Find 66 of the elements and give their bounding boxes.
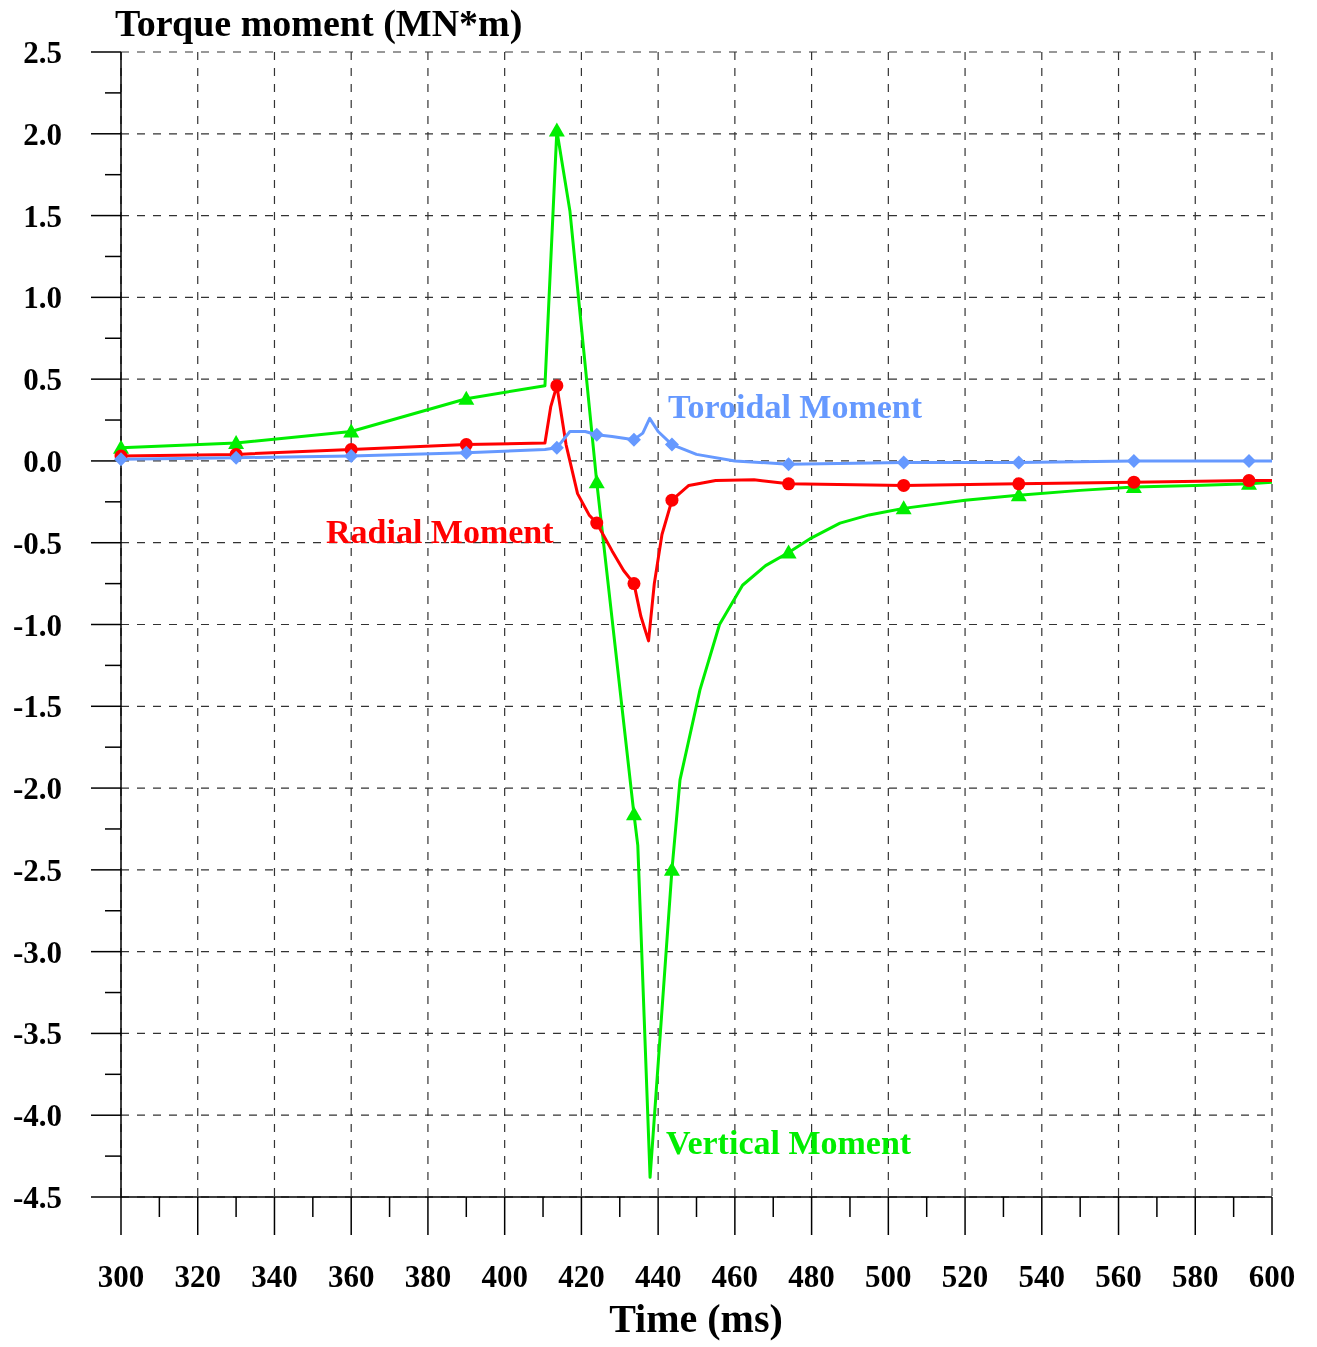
x-tick-label: 380: [404, 1259, 452, 1294]
x-tick-label: 360: [327, 1259, 375, 1294]
point: [1126, 453, 1141, 468]
series-label: Radial Moment: [326, 513, 555, 550]
point: [626, 432, 641, 447]
series-label: Toroidal Moment: [668, 388, 923, 425]
x-tick-label: 300: [97, 1259, 145, 1294]
y-tick-label: -0.5: [12, 525, 62, 561]
y-tick-label: 1.5: [23, 198, 62, 234]
series-label: Vertical Moment: [666, 1124, 912, 1161]
x-tick-label: 580: [1172, 1259, 1219, 1294]
point: [588, 474, 605, 489]
x-tick-label: 420: [558, 1259, 605, 1294]
point: [627, 577, 641, 591]
point: [897, 478, 911, 492]
point: [590, 516, 604, 530]
x-tick-label: 440: [634, 1259, 682, 1294]
point: [781, 457, 796, 472]
y-tick-label: 2.0: [23, 116, 62, 152]
point: [1012, 477, 1026, 491]
y-tick-label: -3.0: [12, 934, 62, 970]
point: [625, 806, 642, 821]
point: [665, 493, 679, 507]
point: [1241, 453, 1256, 468]
y-tick-label: 2.5: [23, 35, 62, 70]
y-tick-label: -4.0: [12, 1098, 62, 1134]
point: [1011, 455, 1026, 470]
point: [895, 500, 912, 515]
x-tick-label: 500: [865, 1259, 912, 1294]
point: [663, 861, 680, 876]
y-tick-label: -4.5: [12, 1180, 62, 1215]
point: [548, 122, 565, 137]
point: [114, 452, 128, 467]
point: [549, 440, 564, 455]
point: [1127, 475, 1141, 489]
point: [458, 390, 475, 405]
point: [780, 544, 797, 559]
y-tick-label: -3.5: [12, 1016, 62, 1052]
point: [228, 434, 245, 449]
x-tick-label: 520: [941, 1259, 989, 1294]
point: [550, 379, 564, 393]
x-tick-label: 460: [711, 1259, 759, 1294]
y-tick-label: -2.0: [12, 771, 62, 807]
point: [896, 455, 911, 470]
point: [459, 445, 474, 460]
x-axis-title: Time (ms): [609, 1296, 783, 1341]
point: [782, 477, 796, 491]
x-tick-label: 540: [1018, 1259, 1066, 1294]
y-tick-label: 1.0: [23, 280, 62, 316]
y-tick-label: -1.5: [12, 689, 62, 725]
y-tick-label: 0.0: [23, 443, 62, 479]
x-tick-label: 400: [481, 1259, 528, 1294]
x-tick-label: 340: [251, 1259, 298, 1294]
x-tick-label: 600: [1248, 1259, 1296, 1294]
x-tick-label: 480: [788, 1259, 835, 1294]
point: [344, 449, 359, 464]
point: [664, 437, 679, 452]
y-tick-label: 0.5: [23, 362, 62, 398]
point: [589, 427, 604, 442]
y-tick-label: -2.5: [12, 852, 62, 888]
y-tick-label: -1.0: [12, 607, 62, 643]
point: [343, 423, 360, 438]
y-axis-title: Torque moment (MN*m): [115, 2, 523, 45]
x-tick-label: 320: [174, 1259, 221, 1294]
x-tick-label: 560: [1095, 1259, 1142, 1294]
point: [229, 450, 244, 465]
